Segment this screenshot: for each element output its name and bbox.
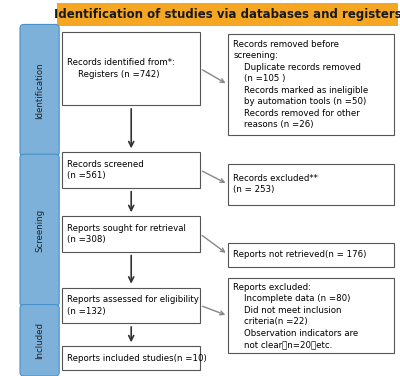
FancyBboxPatch shape [62, 346, 200, 370]
FancyBboxPatch shape [228, 34, 394, 135]
FancyBboxPatch shape [62, 152, 200, 188]
Text: Reports sought for retrieval
(n =308): Reports sought for retrieval (n =308) [67, 224, 186, 244]
Text: Records removed before
screening:
    Duplicate records removed
    (n =105 )
  : Records removed before screening: Duplic… [233, 40, 368, 129]
FancyBboxPatch shape [228, 243, 394, 267]
FancyBboxPatch shape [57, 3, 398, 26]
FancyBboxPatch shape [228, 278, 394, 353]
Text: Reports included studies(n =10): Reports included studies(n =10) [67, 354, 207, 362]
Text: Records identified from*:
    Registers (n =742): Records identified from*: Registers (n =… [67, 58, 175, 79]
FancyBboxPatch shape [228, 164, 394, 205]
Text: Identification: Identification [35, 62, 44, 118]
Text: Included: Included [35, 322, 44, 359]
Text: Records screened
(n =561): Records screened (n =561) [67, 160, 144, 180]
FancyBboxPatch shape [20, 24, 59, 156]
FancyBboxPatch shape [62, 32, 200, 105]
Text: Identification of studies via databases and registers: Identification of studies via databases … [54, 8, 400, 21]
FancyBboxPatch shape [20, 305, 59, 376]
FancyBboxPatch shape [62, 216, 200, 252]
Text: Reports assessed for eligibility
(n =132): Reports assessed for eligibility (n =132… [67, 295, 199, 316]
Text: Reports not retrieved(n = 176): Reports not retrieved(n = 176) [233, 250, 366, 259]
FancyBboxPatch shape [20, 154, 59, 306]
FancyBboxPatch shape [62, 288, 200, 323]
Text: Records excluded**
(n = 253): Records excluded** (n = 253) [233, 174, 318, 194]
Text: Reports excluded:
    Incomplete data (n =80)
    Did not meet inclusion
    cri: Reports excluded: Incomplete data (n =80… [233, 283, 358, 349]
Text: Screening: Screening [35, 209, 44, 252]
